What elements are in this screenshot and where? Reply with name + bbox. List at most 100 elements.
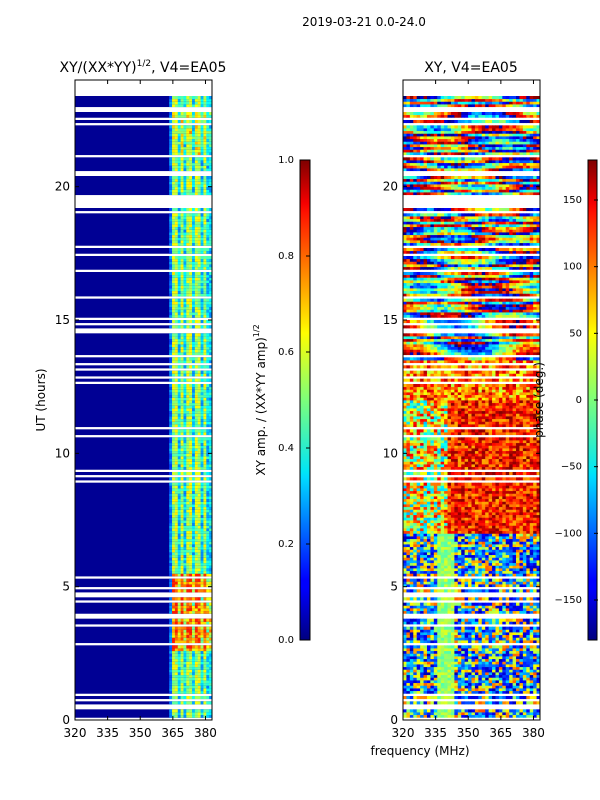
phase-cell (430, 640, 435, 644)
amp-cell (169, 216, 173, 220)
amp-cell (180, 541, 184, 545)
phase-cell (529, 714, 534, 718)
amp-cell (189, 669, 193, 673)
phase-cell (464, 648, 469, 652)
amp-cell (169, 714, 173, 718)
amp-cell (174, 544, 179, 548)
amp-cell (183, 234, 187, 238)
amp-cell (186, 520, 190, 524)
amp-cell (197, 370, 201, 374)
amp-cell (192, 130, 196, 134)
amp-cell (206, 618, 210, 622)
amp-cell (197, 520, 201, 524)
amp-cell (169, 306, 173, 310)
phase-cell (529, 653, 534, 657)
amp-cell (186, 149, 190, 153)
phase-cell (461, 677, 466, 681)
amp-cell (172, 528, 176, 532)
amp-cell (192, 301, 196, 305)
phase-cell (403, 690, 407, 694)
amp-cell (180, 658, 184, 662)
amp-row-background (75, 549, 212, 553)
amp-cell (174, 208, 179, 212)
phase-cell (474, 674, 479, 678)
amp-cell (169, 674, 173, 678)
phase-cell (536, 605, 540, 609)
amp-row-background (75, 490, 212, 494)
phase-cell (522, 629, 527, 633)
phase-cell (423, 562, 428, 566)
phase-cell (416, 712, 421, 716)
amp-row-background (75, 544, 212, 548)
amp-row-background (75, 429, 212, 433)
phase-cell (450, 621, 455, 625)
amp-cell (200, 344, 204, 348)
phase-cell (492, 626, 496, 630)
amp-cell (197, 373, 201, 377)
phase-cell (471, 661, 476, 665)
amp-cell (203, 130, 207, 134)
amp-cell (180, 144, 184, 148)
phase-cell (495, 677, 500, 681)
amp-cell (183, 602, 187, 606)
amp-cell (194, 360, 199, 364)
phase-cell (533, 714, 537, 718)
phase-cell (433, 560, 438, 564)
amp-cell (192, 664, 196, 668)
amp-row-background (75, 413, 212, 417)
amp-cell (169, 346, 173, 350)
amp-cell (172, 456, 176, 460)
phase-cell (516, 602, 520, 606)
amp-row-background (75, 181, 212, 185)
amp-cell (174, 589, 179, 593)
phase-cell (505, 568, 510, 572)
phase-cell (409, 597, 414, 601)
amp-cell (209, 506, 212, 510)
amp-cell (209, 405, 212, 409)
amp-cell (192, 669, 196, 673)
amp-cell (186, 690, 190, 694)
amp-cell (209, 224, 212, 228)
amp-cell (206, 714, 210, 718)
phase-cell (498, 685, 503, 689)
phase-cell (512, 581, 517, 585)
phase-cell (505, 602, 510, 606)
amp-cell (203, 634, 207, 638)
phase-cell (440, 632, 445, 636)
phase-cell (474, 680, 479, 684)
amp-cell (174, 248, 179, 252)
phase-cell (533, 653, 537, 657)
amp-row-background (75, 418, 212, 422)
phase-cell (423, 666, 428, 670)
amp-cell (174, 221, 179, 225)
phase-cell (457, 709, 462, 713)
amp-cell (183, 557, 187, 561)
amp-cell (186, 538, 190, 542)
phase-cell (423, 597, 428, 601)
amp-cell (174, 514, 179, 518)
amp-cell (194, 589, 199, 593)
amp-cell (197, 130, 201, 134)
amp-cell (200, 568, 204, 572)
phase-cell (516, 656, 520, 660)
phase-cell (519, 701, 524, 705)
amp-cell (209, 432, 212, 436)
amp-cell (172, 685, 176, 689)
phase-cell (413, 568, 418, 572)
amp-cell (180, 565, 184, 569)
phase-cell (495, 589, 500, 593)
amp-cell (209, 701, 212, 705)
phase-cell (533, 669, 537, 673)
phase-cell (420, 605, 424, 609)
amp-cell (200, 277, 204, 281)
amp-cell (209, 493, 212, 497)
amp-cell (169, 490, 173, 494)
amp-cell (206, 349, 210, 353)
amp-cell (183, 530, 187, 534)
phase-cell (464, 568, 469, 572)
phase-cell (519, 669, 524, 673)
phase-cell (492, 610, 496, 614)
phase-cell (509, 685, 513, 689)
amp-cell (192, 504, 196, 508)
amp-cell (200, 408, 204, 412)
